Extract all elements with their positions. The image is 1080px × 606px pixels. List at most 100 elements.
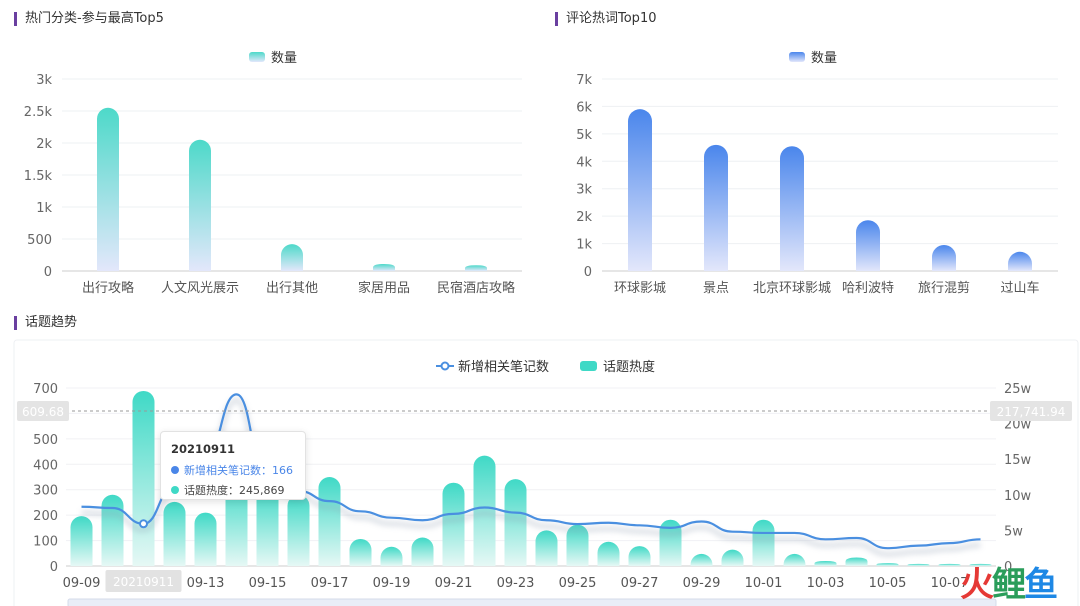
x-tick-label: 人文风光展示	[161, 281, 239, 296]
hotword-chart: 数量 0 1k 2k 3k 4k 5k 6k 7k 环球影城 景点 北京环球影城 哈利波特 旅行混剪 过山车	[576, 51, 1058, 296]
bar	[349, 538, 372, 566]
x-tick-label: 09-13	[187, 576, 225, 591]
line-point-highlight	[139, 519, 148, 529]
bar	[380, 546, 403, 566]
bar	[1008, 251, 1032, 271]
bar	[97, 107, 119, 271]
bar	[189, 139, 211, 271]
legend-label: 数量	[811, 51, 837, 66]
tooltip-line-dot	[171, 466, 179, 474]
bar	[132, 390, 155, 566]
left-y-tick-label: 300	[33, 484, 58, 499]
right-y-tick-label: 10w	[1004, 489, 1032, 504]
bar	[969, 563, 992, 566]
right-y-tick-label: 25w	[1004, 382, 1032, 397]
y-tick-label: 7k	[576, 73, 592, 88]
x-tick-label: 过山车	[1000, 280, 1039, 296]
tooltip-bar-row: 话题热度：245,869	[171, 482, 295, 498]
bar	[907, 563, 930, 566]
x-tick-label: 09-17	[311, 576, 349, 591]
bar	[628, 546, 651, 566]
markline-left-label-bg	[17, 400, 69, 421]
y-tick-label: 4k	[576, 155, 592, 170]
bar	[721, 549, 744, 566]
bar	[938, 563, 961, 566]
right-y-tick-label: 15w	[1004, 453, 1032, 468]
left-y-tick-label: 500	[33, 433, 58, 448]
bar	[318, 477, 341, 566]
right-y-tick-label: 20w	[1004, 418, 1032, 433]
x-tick-label: 09-25	[559, 576, 597, 591]
legend-line-dot	[440, 361, 450, 371]
bar	[281, 244, 303, 271]
x-tick-label: 旅行混剪	[918, 280, 970, 296]
x-tick-label: 09-15	[249, 576, 287, 591]
x-tick-label: 民宿酒店攻略	[437, 280, 515, 296]
x-tick-label: 09-09	[63, 576, 101, 591]
bar	[566, 524, 589, 566]
x-tick-label: 出行攻略	[82, 280, 134, 296]
x-tick-label: 09-23	[497, 576, 535, 591]
y-tick-label: 500	[27, 233, 52, 248]
axis-pointer-label-bg	[105, 570, 182, 592]
legend-label: 话题热度	[603, 359, 655, 375]
trend-legend: 新增相关笔记数 话题热度	[436, 359, 655, 375]
top5-category-chart: 数量 0 500 1k 1.5k 2k 2.5k 3k 出行攻略 人文风光展示 出行其他 家居用品 民宿…	[24, 51, 522, 296]
x-tick-label: 10-03	[807, 576, 845, 591]
legend-label: 新增相关笔记数	[458, 359, 549, 375]
bar	[780, 146, 804, 271]
datazoom-slider	[67, 598, 997, 606]
legend-swatch	[789, 52, 805, 62]
bar	[690, 553, 713, 566]
x-tick-label: 哈利波特	[842, 281, 894, 296]
y-tick-label: 3k	[576, 183, 592, 198]
x-tick-label: 出行其他	[266, 281, 318, 296]
top5-category-title: 热门分类-参与最高Top5	[14, 12, 164, 26]
x-tick-label: 09-19	[373, 576, 411, 591]
x-tick-label: 09-29	[683, 576, 721, 591]
bar	[163, 501, 186, 566]
tooltip-bar-label: 话题热度：245,869	[184, 484, 285, 497]
x-tick-label: 10-05	[869, 576, 907, 591]
bar	[845, 557, 868, 566]
bar	[628, 109, 652, 271]
bar	[783, 553, 806, 566]
bar	[473, 455, 496, 566]
y-tick-label: 1k	[576, 238, 592, 253]
x-tick-label: 10-07	[931, 576, 969, 591]
comment-hotword-title: 评论热词Top10	[555, 12, 656, 26]
bar	[287, 494, 310, 566]
legend-label: 数量	[271, 51, 297, 66]
y-tick-label: 2.5k	[24, 105, 53, 120]
bar	[535, 530, 558, 566]
tooltip-line-label: 新增相关笔记数：166	[184, 464, 293, 477]
x-tick-label: 景点	[703, 281, 729, 296]
left-y-tick-label: 0	[50, 560, 58, 575]
bar	[932, 244, 956, 271]
topic-trend-chart: 新增相关笔记数话题热度010020030040050060070005w10w1…	[17, 359, 1072, 606]
tooltip-line-row: 新增相关笔记数：166	[171, 462, 295, 478]
bar	[814, 561, 837, 566]
brand-char-3: 鱼	[1024, 565, 1058, 605]
bar	[225, 480, 248, 566]
x-tick-label: 环球影城	[614, 281, 666, 296]
markline-left-label: 609.68	[22, 405, 64, 419]
left-y-tick-label: 200	[33, 509, 58, 524]
right-y-tick-label: 0	[1004, 560, 1012, 575]
y-tick-label: 2k	[36, 137, 52, 152]
bar	[101, 494, 124, 566]
y-tick-label: 0	[584, 265, 592, 280]
axis-pointer-label: 20210911	[113, 575, 174, 589]
y-tick-label: 1.5k	[24, 169, 53, 184]
y-tick-label: 1k	[36, 201, 52, 216]
markline-right-label: 217,741.94	[997, 405, 1066, 419]
bar	[194, 512, 217, 566]
bar	[704, 144, 728, 271]
legend-swatch	[580, 361, 597, 371]
bar	[411, 537, 434, 566]
trend-tooltip: 20210911 新增相关笔记数：166 话题热度：245,869	[160, 431, 306, 500]
topic-trend-title: 话题趋势	[14, 316, 77, 330]
x-tick-label: 家居用品	[358, 280, 410, 296]
left-y-tick-label: 400	[33, 458, 58, 473]
